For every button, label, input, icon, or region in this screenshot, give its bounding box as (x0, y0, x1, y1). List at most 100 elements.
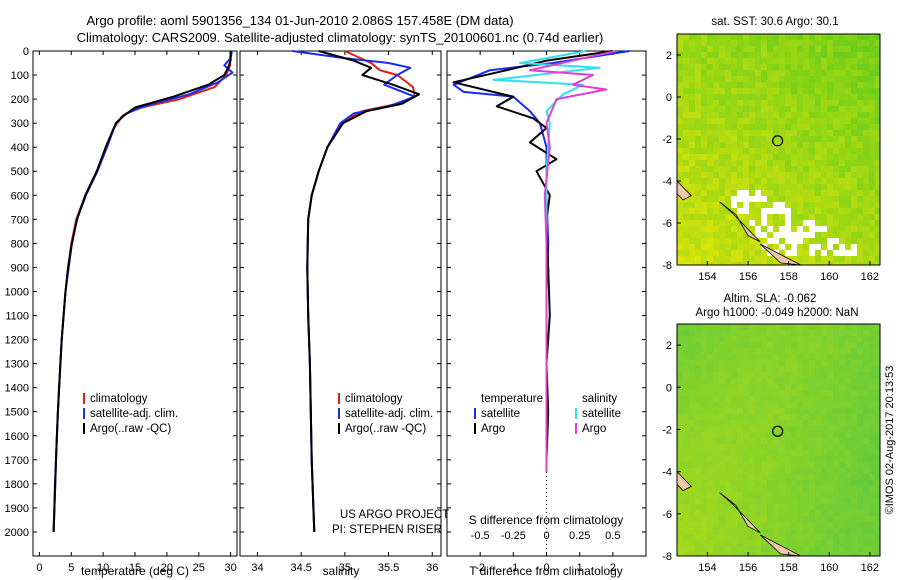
depth-tick-label: 600 (11, 190, 29, 202)
x-tick-label: 35.5 (378, 562, 399, 574)
map-y-tick-label: -8 (662, 551, 672, 563)
legend-sat-label: satellite-adj. clim. (345, 408, 433, 420)
depth-tick-label: 1300 (5, 359, 29, 371)
legend-ssat-label: satellite (582, 408, 621, 420)
plot-frame (239, 50, 442, 557)
legend-sat-label: satellite-adj. clim. (90, 408, 178, 420)
x2-tick-label: -0.5 (471, 530, 490, 542)
map-field (677, 34, 880, 265)
depth-tick-label: 300 (11, 118, 29, 130)
map-y-tick-label: -4 (662, 467, 672, 479)
depth-tick-label: 1400 (5, 383, 29, 395)
map-x-tick-label: 156 (739, 562, 757, 574)
depth-tick-label: 1000 (5, 286, 29, 298)
land-bougainville (719, 492, 761, 534)
x-tick-label: 34 (251, 562, 263, 574)
x-tick-label: 34.5 (290, 562, 311, 574)
x-tick-label: 30 (225, 562, 237, 574)
depth-tick-label: 200 (11, 94, 29, 106)
x-tick-label: 35 (339, 562, 351, 574)
x-tick-label: 5 (68, 562, 74, 574)
map-x-tick-label: 156 (739, 271, 757, 283)
series-salinity-argo (528, 50, 617, 472)
float-location-marker (772, 425, 784, 437)
depth-tick-label: 800 (11, 238, 29, 250)
map-y-tick-label: -2 (662, 424, 672, 436)
x-tick-label: -1 (508, 562, 518, 574)
depth-tick-label: 400 (11, 142, 29, 154)
depth-tick-label: 1200 (5, 335, 29, 347)
map-y-tick-label: -6 (662, 218, 672, 230)
imos-stamp: ©IMOS 02-Aug-2017 20:13:53 (884, 366, 896, 515)
x-tick-label: 0 (36, 562, 42, 574)
salinity-xlabel: salinity (323, 564, 360, 578)
x-tick-label: 0 (543, 562, 549, 574)
tdiff-xlabel: T difference from climatology (469, 564, 623, 578)
sdiff-xlabel: S difference from climatology (469, 513, 624, 527)
title-line-1: Argo profile: aoml 5901356_134 01-Jun-20… (86, 13, 513, 28)
float-location-marker (772, 135, 784, 147)
map-frame (676, 33, 881, 266)
x-tick-label: -2 (475, 562, 485, 574)
legend-salinity-heading: salinity (582, 393, 617, 405)
series-argo-raw-qc- (306, 50, 421, 533)
temperature-legend: climatology satellite-adj. clim. Argo(..… (83, 393, 178, 435)
map-y-tick-label: 2 (666, 50, 672, 62)
x-tick-label: 36 (426, 562, 438, 574)
legend-argo-label: Argo(..raw -QC) (345, 423, 426, 435)
depth-tick-label: 1600 (5, 431, 29, 443)
depth-tick-label: 1500 (5, 407, 29, 419)
sst-map-panel: 154 156 158 160 162 2 0 -2 -4 -6 -8 (662, 33, 881, 283)
x-tick-label: 25 (193, 562, 205, 574)
depth-tick-label: 100 (11, 70, 29, 82)
map-y-tick-label: -2 (662, 134, 672, 146)
legend-tsat-label: satellite (481, 408, 520, 420)
map-y-tick-label: -8 (662, 260, 672, 272)
difference-legend: temperature satellite Argo salinity sate… (474, 393, 621, 435)
map-y-tick-label: 0 (666, 382, 672, 394)
map-frame (676, 323, 881, 557)
depth-tick-label: 1700 (5, 455, 29, 467)
depth-tick-label: 0 (23, 46, 29, 58)
map-x-tick-label: 154 (698, 271, 716, 283)
temperature-xlabel: temperature (deg C) (81, 564, 189, 578)
sla-map-panel: 154 156 158 160 162 2 0 -2 -4 -6 -8 (662, 323, 881, 574)
salinity-panel: 34 34.5 35 35.5 36 (239, 50, 442, 574)
x2-tick-label: 0.25 (569, 530, 590, 542)
map-x-tick-label: 162 (861, 562, 879, 574)
map-field (677, 324, 880, 556)
x-tick-label: 15 (129, 562, 141, 574)
legend-clim-label: climatology (345, 393, 403, 405)
sla-map-title-1: Altim. SLA: -0.062 (724, 293, 817, 305)
pi-credit: PI: STEPHEN RISER (332, 524, 442, 536)
map-x-tick-label: 160 (820, 562, 838, 574)
legend-sargo-label: Argo (582, 423, 606, 435)
depth-tick-label: 500 (11, 166, 29, 178)
x-tick-label: 10 (97, 562, 109, 574)
x-tick-label: 2 (610, 562, 616, 574)
depth-tick-label: 1100 (5, 311, 29, 323)
map-y-tick-label: -4 (662, 176, 672, 188)
map-y-tick-label: -6 (662, 509, 672, 521)
legend-targo-label: Argo (481, 423, 505, 435)
map-x-tick-label: 158 (779, 562, 797, 574)
map-y-tick-label: 2 (666, 340, 672, 352)
legend-clim-label: climatology (90, 393, 148, 405)
depth-tick-label: 1900 (5, 503, 29, 515)
land-bougainville (719, 201, 761, 243)
sst-map-title: sat. SST: 30.6 Argo: 30.1 (711, 16, 838, 28)
depth-tick-label: 1800 (5, 479, 29, 491)
plot-frame (32, 50, 238, 557)
x2-tick-label: -0.25 (501, 530, 526, 542)
depth-tick-label: 900 (11, 262, 29, 274)
x-tick-label: 1 (577, 562, 583, 574)
map-x-tick-label: 154 (698, 562, 716, 574)
depth-tick-label: 2000 (5, 527, 29, 539)
legend-temperature-heading: temperature (481, 393, 543, 405)
x2-tick-label: 0.5 (605, 530, 620, 542)
map-x-tick-label: 158 (779, 271, 797, 283)
legend-argo-label: Argo(..raw -QC) (90, 423, 171, 435)
salinity-legend: climatology satellite-adj. clim. Argo(..… (338, 393, 433, 435)
